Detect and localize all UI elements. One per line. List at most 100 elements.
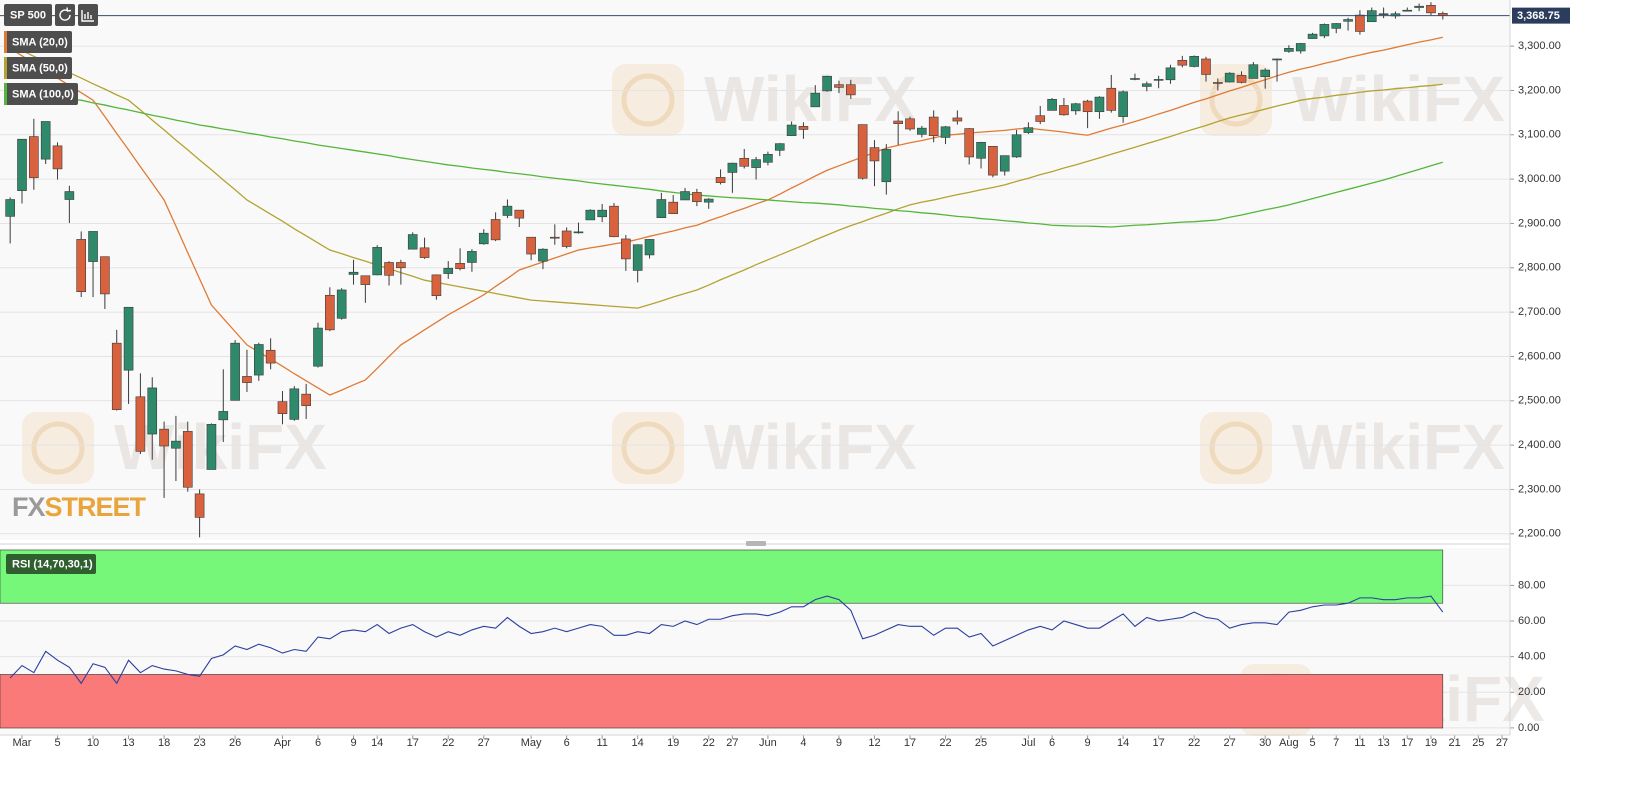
candle-body — [692, 192, 702, 203]
candle-body — [514, 209, 525, 219]
watermark-text: WikiFX — [1292, 63, 1505, 135]
candle-body — [751, 159, 761, 168]
candle-body — [810, 92, 821, 108]
sma-legend-swatch[interactable] — [4, 57, 7, 79]
watermark-emblem — [31, 421, 85, 475]
candle-body — [727, 162, 738, 173]
indicator-lines — [9, 36, 1444, 685]
candle-body — [419, 247, 430, 258]
candle-body — [1260, 69, 1270, 77]
candle-body — [1213, 82, 1223, 84]
candle-body — [573, 231, 584, 234]
rsi-legend-label[interactable]: RSI (14,70,30,1) — [12, 558, 93, 570]
x-tick-label: 27 — [478, 737, 490, 749]
candle-body — [490, 219, 501, 241]
candle-body — [5, 199, 15, 217]
refresh-icon — [59, 7, 72, 21]
candle-body — [1094, 96, 1105, 113]
rsi-line — [9, 595, 1444, 685]
candle-body — [502, 205, 513, 216]
y-tick-label: 2,800.00 — [1518, 262, 1561, 274]
oversold-zone — [0, 674, 1444, 729]
candle-body — [1224, 72, 1235, 83]
sma-legend-box[interactable] — [4, 57, 72, 79]
candle-body — [1236, 75, 1247, 83]
x-tick-label: 6 — [564, 737, 570, 749]
x-tick-label: 5 — [1309, 737, 1315, 749]
candle-body — [1426, 5, 1436, 14]
sma-legend-swatch[interactable] — [4, 31, 7, 53]
sma-legend-label[interactable]: SMA (20,0) — [12, 36, 68, 48]
x-tick-label: 26 — [229, 737, 241, 749]
candle-body — [1307, 33, 1318, 39]
candle-body — [822, 75, 832, 92]
candle-body — [301, 393, 311, 406]
candle-body — [289, 388, 300, 420]
candle-body — [1106, 87, 1117, 111]
sma-legend-box[interactable] — [4, 83, 78, 105]
y-tick-label: 3,000.00 — [1518, 173, 1561, 185]
candle-body — [443, 267, 454, 274]
indicator-labels: SP 500 SMA (20,0) SMA (50,0) SMA (100,0) RS… — [4, 4, 98, 574]
candle-body — [1201, 58, 1211, 75]
x-tick-label: 14 — [632, 737, 644, 749]
x-tick-label: 21 — [1449, 737, 1461, 749]
candle-body — [644, 239, 655, 256]
x-tick-label: 7 — [1333, 737, 1339, 749]
candle-body — [348, 271, 359, 275]
x-tick-label: 6 — [315, 737, 321, 749]
sma-legend-box[interactable] — [4, 31, 72, 53]
x-tick-label: 12 — [868, 737, 880, 749]
candle-body — [893, 120, 903, 124]
candle-body — [703, 198, 714, 203]
sma-legend-swatch[interactable] — [4, 83, 7, 105]
sma-legend-label[interactable]: SMA (100,0) — [12, 88, 74, 100]
candle-body — [478, 232, 489, 245]
rsi-legend-box[interactable] — [6, 554, 96, 574]
candle-body — [100, 256, 110, 295]
rsi-bands — [0, 549, 1444, 729]
x-tick-label: 4 — [800, 737, 806, 749]
candle-body — [360, 275, 371, 285]
x-tick-label: 25 — [1472, 737, 1484, 749]
candle-body — [1130, 78, 1140, 80]
candle-body — [1295, 43, 1306, 52]
candle-body — [1142, 83, 1152, 87]
y-tick-label: 2,300.00 — [1518, 483, 1561, 495]
candle-body — [29, 136, 39, 179]
candle-body — [336, 289, 347, 319]
x-tick-label: Apr — [274, 737, 291, 749]
candle-body — [325, 294, 335, 331]
x-tick-label: 9 — [1085, 737, 1091, 749]
candle-body — [668, 201, 679, 214]
candle-body — [123, 306, 134, 371]
candle-body — [774, 143, 785, 151]
candle-body — [917, 127, 927, 135]
candle-body — [1035, 115, 1046, 122]
symbol-label[interactable]: SP 500 — [10, 9, 46, 21]
candle-body — [798, 126, 809, 130]
candle-body — [171, 440, 181, 449]
candle-body — [869, 147, 880, 162]
sma-legend-label[interactable]: SMA (50,0) — [12, 62, 68, 74]
candle-body — [999, 155, 1010, 172]
candle-body — [254, 344, 264, 376]
candle-body — [881, 149, 892, 183]
candle-body — [786, 124, 797, 136]
x-tick-label: 6 — [1049, 737, 1055, 749]
candle-body — [230, 342, 240, 401]
symbol-box[interactable] — [4, 4, 52, 26]
x-tick-label: 22 — [939, 737, 951, 749]
logo-street: STREET — [45, 492, 147, 522]
x-tick-label: 13 — [1377, 737, 1389, 749]
x-tick-label: 27 — [1224, 737, 1236, 749]
candle-body — [1047, 99, 1057, 111]
candle-body — [40, 121, 51, 160]
x-tick-label: Aug — [1279, 737, 1299, 749]
refresh-button[interactable] — [55, 4, 75, 26]
panel-resize-handle[interactable] — [746, 541, 766, 546]
candle-body — [1284, 48, 1294, 52]
candles — [5, 2, 1448, 538]
x-tick-label: Jul — [1021, 737, 1035, 749]
